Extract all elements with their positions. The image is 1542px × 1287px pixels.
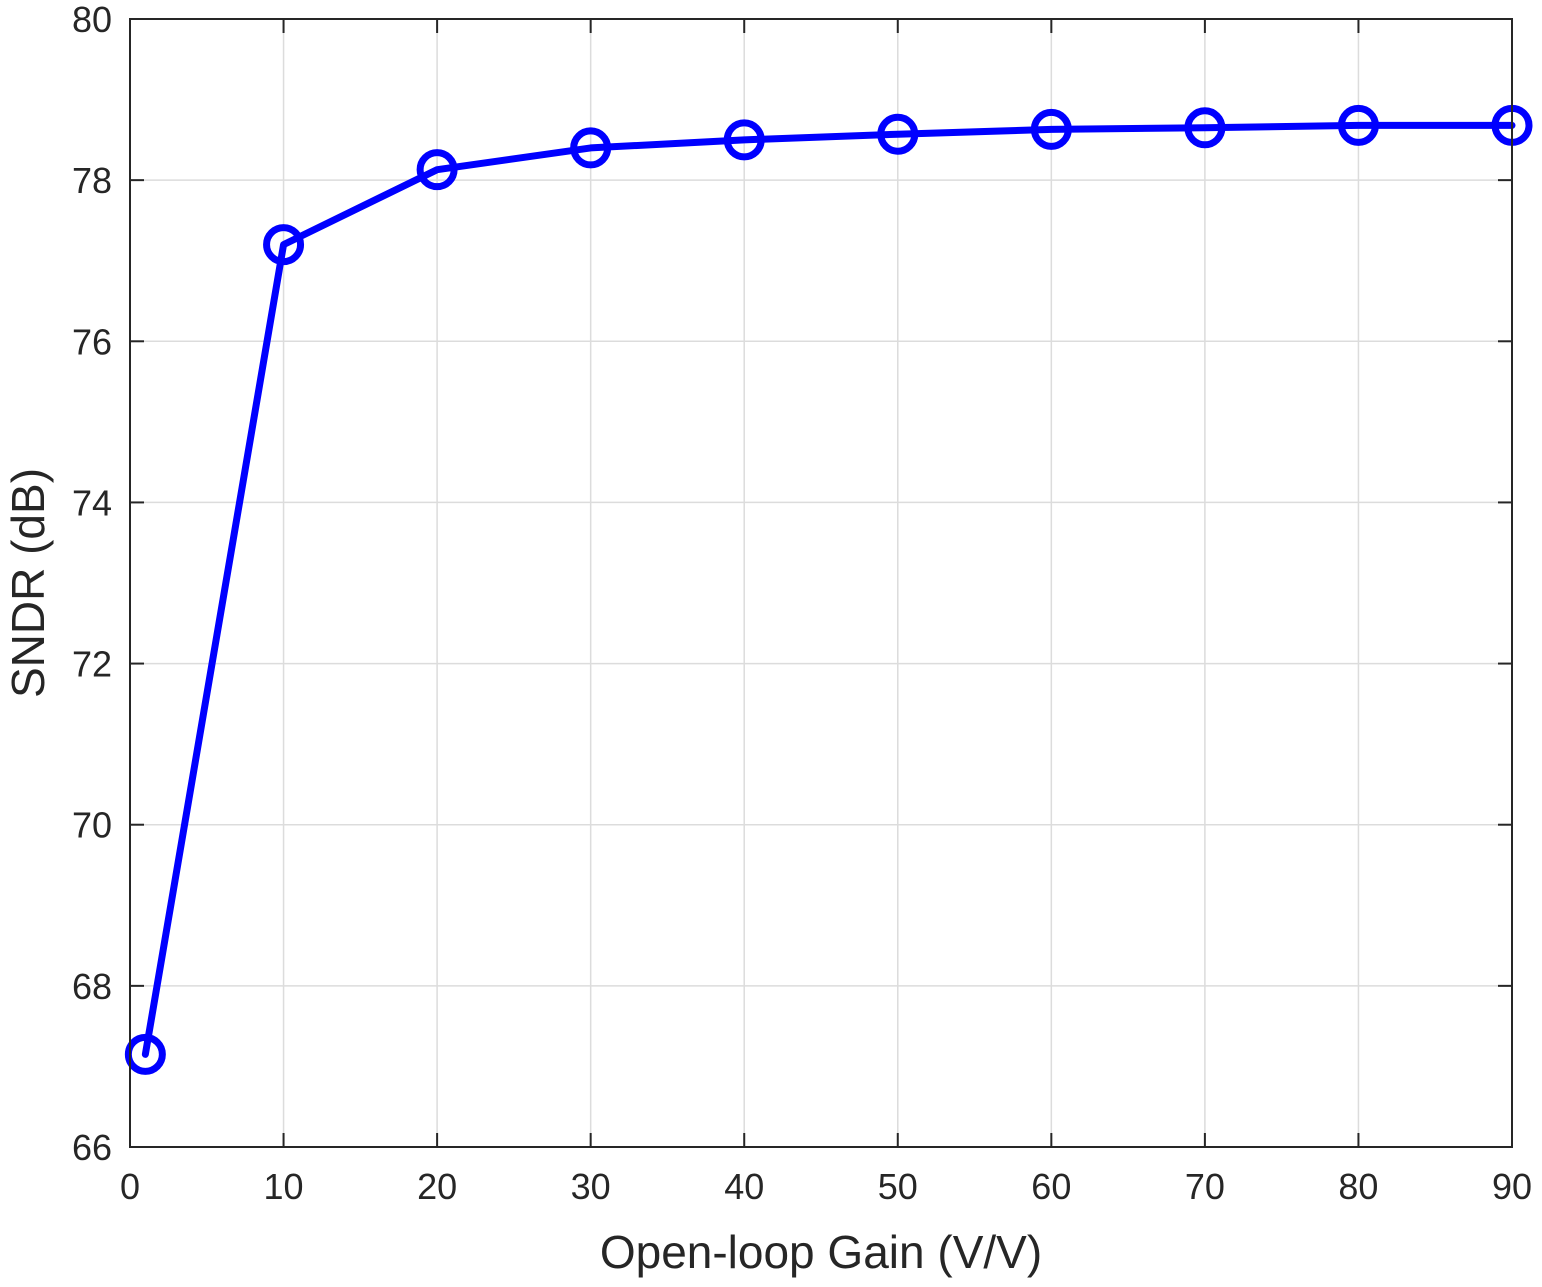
data-point-marker xyxy=(877,113,919,155)
x-tick-label: 80 xyxy=(1338,1166,1378,1207)
series-line xyxy=(141,121,1516,1058)
axes xyxy=(129,18,1513,1148)
data-point-marker xyxy=(124,1033,166,1075)
x-tick-label: 40 xyxy=(724,1166,764,1207)
x-tick-label: 10 xyxy=(264,1166,304,1207)
data-point-marker xyxy=(723,119,765,161)
data-point-marker xyxy=(570,127,612,169)
data-point-marker xyxy=(263,224,305,266)
y-tick-label: 66 xyxy=(72,1127,112,1168)
x-tick-label: 0 xyxy=(120,1166,140,1207)
x-tick-label: 90 xyxy=(1492,1166,1532,1207)
plot-frame xyxy=(129,18,1513,1148)
data-point-marker xyxy=(416,149,458,191)
data-series xyxy=(124,104,1533,1075)
y-tick-label: 74 xyxy=(72,482,112,523)
y-tick-label: 68 xyxy=(72,966,112,1007)
x-tick-label: 30 xyxy=(571,1166,611,1207)
x-tick-label: 60 xyxy=(1031,1166,1071,1207)
x-tick-label: 70 xyxy=(1185,1166,1225,1207)
tick-labels: 0 10 20 30 40 50 60 70 80 90 66 68 70 72 74 76 78 80 xyxy=(72,0,1532,1207)
y-tick-label: 70 xyxy=(72,805,112,846)
data-point-marker xyxy=(1337,104,1379,146)
y-tick-label: 76 xyxy=(72,321,112,362)
x-tick-label: 50 xyxy=(878,1166,918,1207)
grid-lines xyxy=(130,19,1512,1147)
y-tick-label: 80 xyxy=(72,0,112,40)
y-tick-label: 78 xyxy=(72,160,112,201)
x-axis-label: Open-loop Gain (V/V) xyxy=(600,1226,1042,1278)
y-axis-label: SNDR (dB) xyxy=(2,468,54,698)
data-point-marker xyxy=(1184,107,1226,149)
data-point-marker xyxy=(1030,108,1072,150)
x-tick-label: 20 xyxy=(417,1166,457,1207)
y-tick-label: 72 xyxy=(72,644,112,685)
